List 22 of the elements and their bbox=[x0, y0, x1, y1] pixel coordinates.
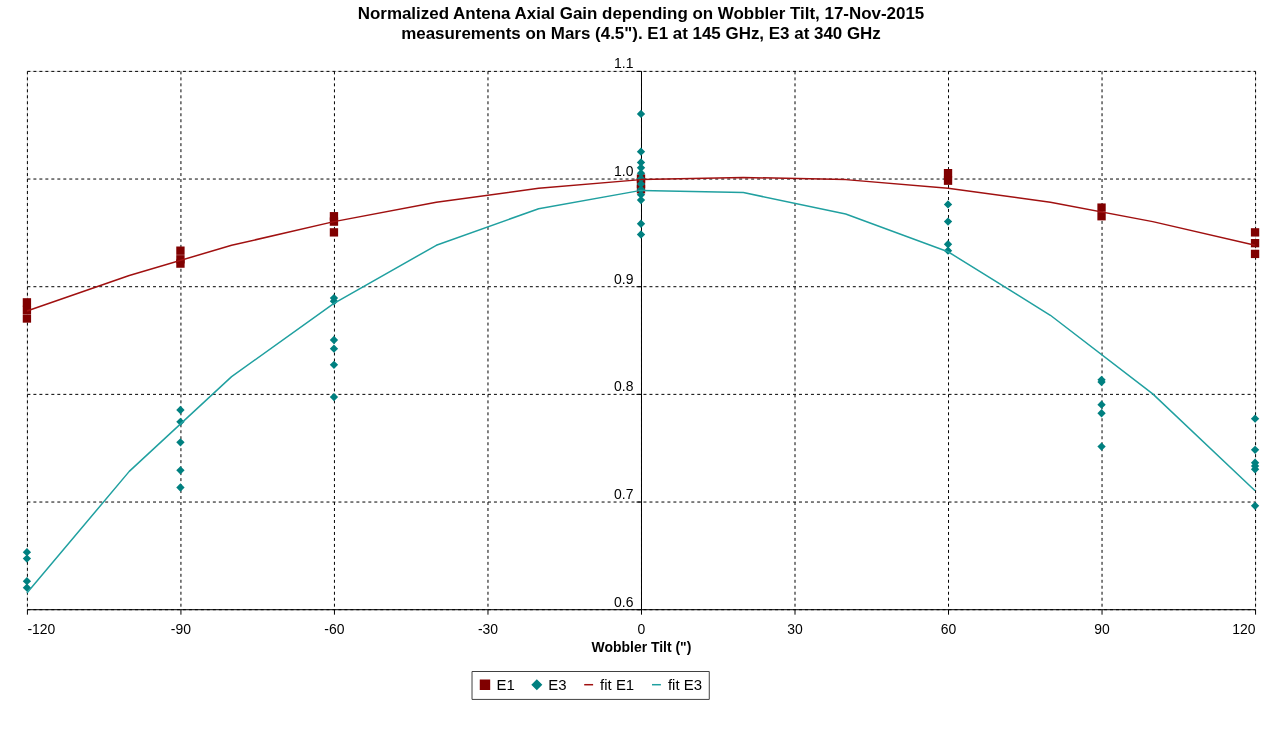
y-tick-label: 1.0 bbox=[614, 163, 634, 180]
x-tick-label: -90 bbox=[170, 620, 192, 637]
y-tick-label: 0.9 bbox=[614, 270, 634, 287]
legend-label: E1 bbox=[496, 675, 515, 693]
legend-label: E3 bbox=[548, 675, 567, 693]
chart-subtitle: measurements on Mars (4.5"). E1 at 145 GHz, E3 at 340 GHz bbox=[401, 23, 881, 43]
x-tick-label: 60 bbox=[940, 620, 957, 637]
x-tick-label: -30 bbox=[477, 620, 499, 637]
x-axis-title: Wobbler Tilt (") bbox=[591, 638, 692, 655]
chart-title: Normalized Antena Axial Gain depending on Wobbler Tilt, 17-Nov-2015 bbox=[357, 4, 925, 24]
x-tick-label: -120 bbox=[27, 620, 56, 637]
y-tick-label: 0.7 bbox=[614, 486, 634, 503]
x-tick-label: -60 bbox=[324, 620, 345, 637]
x-tick-label: 120 bbox=[1232, 620, 1256, 637]
legend-label: fit E1 bbox=[600, 675, 635, 693]
x-tick-label: 0 bbox=[637, 620, 646, 637]
y-tick-label: 1.1 bbox=[614, 55, 634, 72]
y-tick-label: 0.8 bbox=[614, 378, 634, 395]
x-tick-label: 30 bbox=[787, 620, 803, 637]
y-tick-label: 0.6 bbox=[614, 593, 634, 610]
x-tick-label: 90 bbox=[1094, 620, 1111, 637]
legend-label: fit E3 bbox=[667, 675, 702, 693]
